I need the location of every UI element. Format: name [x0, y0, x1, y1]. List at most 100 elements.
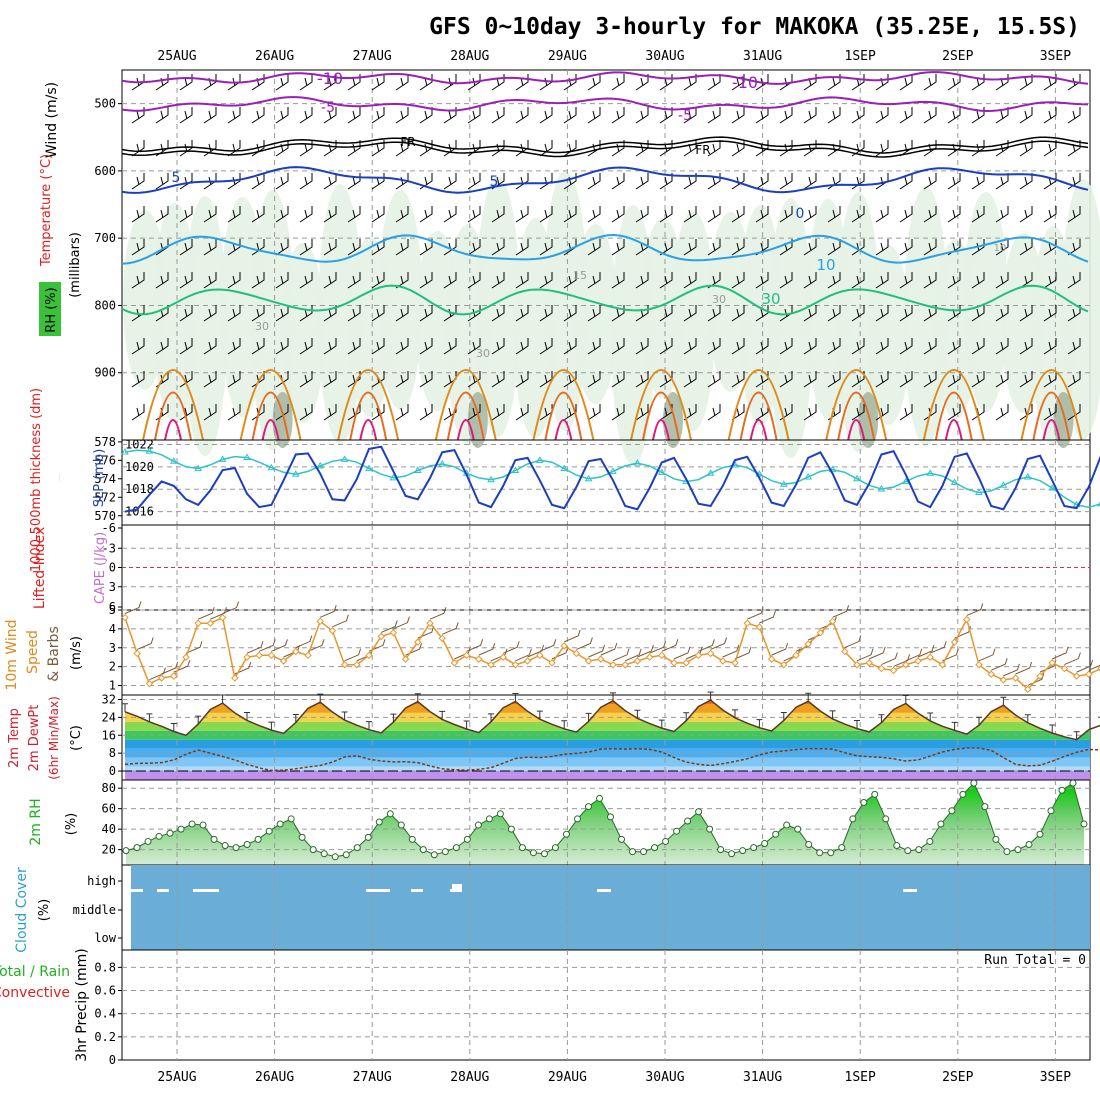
surface-barb: [307, 639, 325, 652]
wind-barb: [683, 338, 697, 355]
rh-tick: 40: [102, 822, 116, 836]
temp-errorbar: [1073, 731, 1080, 740]
rh-marker: [595, 794, 603, 802]
wind-barb: [1043, 305, 1057, 322]
rh-marker: [408, 835, 416, 843]
contour-label: -10: [317, 69, 343, 88]
wind-barb: [1067, 173, 1081, 190]
surface-barb: [856, 648, 874, 662]
rh-area: [378, 190, 423, 410]
wind-barb: [227, 206, 241, 223]
rh-marker: [992, 835, 1000, 843]
wind-barb: [1043, 74, 1057, 91]
rh-marker: [772, 830, 780, 838]
rh-marker: [210, 835, 218, 843]
contour-30: [359, 419, 378, 441]
wind-barb: [947, 107, 961, 124]
surface-barb: [466, 639, 484, 652]
wind-barb: [731, 272, 745, 289]
wind-barb: [971, 272, 985, 289]
wind-barb: [155, 173, 169, 190]
thickness-marker: [901, 477, 910, 485]
axis-label-percent: (%): [64, 813, 79, 836]
wind-speed-marker: [316, 617, 324, 626]
wind-barb: [491, 404, 505, 421]
wind-barb: [179, 74, 193, 91]
wind-speed-marker: [975, 661, 983, 669]
surface-barb: [637, 644, 654, 658]
date-label-top: 1SEP: [845, 49, 876, 64]
contour-label: 15: [573, 269, 587, 282]
rh-marker: [331, 853, 339, 861]
top-date-labels: 25AUG 26AUG 27AUG 28AUG 29AUG 30AUG 31AUG 1SEP 2…: [157, 49, 1071, 64]
precip-tick: 0.6: [94, 984, 116, 998]
temp-errorbar: [927, 712, 934, 721]
thickness-marker: [975, 488, 983, 496]
panel-stability: -6 -3 0 3 6 Lifted Index CAPE (J/kg): [32, 521, 1091, 614]
wind-barb: [419, 404, 433, 421]
surface-barb: [185, 641, 203, 654]
wind-barb: [491, 239, 505, 256]
temp-band: [125, 721, 1090, 731]
axis-label-minmax: (6hr Min/Max): [47, 696, 61, 780]
wind-speed-marker: [963, 615, 971, 624]
wind-barb: [227, 305, 241, 322]
temp-errorbar: [756, 719, 763, 728]
rh-marker: [959, 790, 967, 798]
temp-errorbar: [561, 720, 568, 729]
wind-speed-marker: [816, 628, 825, 637]
contour-30: [944, 419, 963, 441]
wind-barb: [1067, 206, 1081, 223]
temp-errorbar: [366, 721, 372, 730]
rh-marker: [144, 837, 152, 845]
rh-marker: [342, 851, 350, 859]
thickness-marker: [877, 484, 886, 492]
wind-barb: [371, 272, 385, 289]
wind-barb: [467, 206, 481, 223]
temp-errorbar: [878, 714, 885, 723]
temp-errorbar: [219, 694, 226, 704]
lifted-index-tick: 0: [109, 561, 116, 575]
temp-errorbar: [585, 712, 592, 722]
wind-barb: [827, 140, 841, 157]
surface-barb: [612, 648, 630, 662]
surface-barb: [832, 605, 850, 618]
wind-speed-marker: [170, 672, 178, 680]
wind-barb: [731, 371, 745, 388]
rh-marker: [177, 825, 185, 833]
thickness-marker: [609, 467, 617, 474]
wind-tick: 3: [109, 641, 116, 655]
rh-marker: [761, 839, 769, 847]
wind-barb: [971, 338, 985, 355]
wind-speed-marker: [304, 651, 312, 660]
surface-barb: [686, 646, 703, 660]
wind-barb: [299, 206, 313, 223]
wind-barb: [635, 338, 649, 355]
rh-marker: [915, 846, 923, 854]
wind-speed-marker: [450, 659, 459, 667]
surface-barb: [747, 607, 764, 620]
rh-marker: [662, 837, 670, 845]
wind-barb: [1043, 338, 1057, 355]
contour-20: [337, 369, 400, 441]
temp-errorbar: [292, 714, 299, 723]
rh-marker: [584, 803, 592, 811]
wind-barb: [899, 173, 913, 190]
wind-barb: [179, 140, 193, 157]
wind-speed-marker: [145, 679, 154, 688]
wind-barb: [923, 206, 937, 223]
axis-label-cape: CAPE (J/kg): [93, 532, 108, 604]
wind-speed-marker: [523, 657, 532, 665]
contour-25: [544, 391, 583, 441]
surface-barb: [332, 614, 349, 628]
wind-barb: [635, 206, 649, 223]
rh-marker: [133, 844, 141, 852]
wind-barb: [179, 338, 193, 355]
wind-barb: [227, 107, 241, 124]
wind-barb: [899, 74, 913, 91]
surface-barb: [503, 641, 520, 654]
wind-barb: [131, 272, 145, 289]
pressure-tick: 900: [94, 366, 116, 380]
rh-marker: [243, 841, 251, 849]
wind-barb: [707, 140, 721, 157]
